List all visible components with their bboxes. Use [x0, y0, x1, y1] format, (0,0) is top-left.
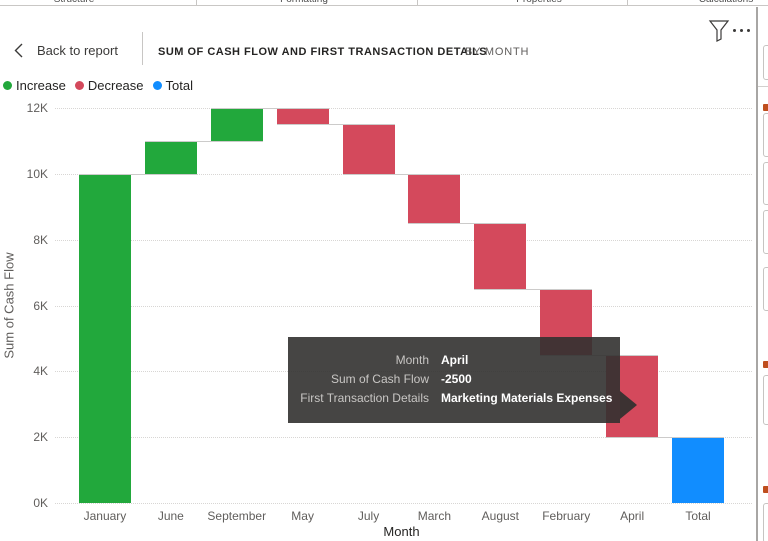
field-icon — [763, 486, 768, 493]
legend-dot-increase — [3, 81, 12, 90]
tooltip-row-value: April — [441, 353, 469, 367]
ribbon-tab-calculations[interactable]: Calculations — [699, 0, 753, 5]
visualizations-pane-sliver — [756, 7, 768, 541]
legend-item-total[interactable]: Total — [152, 78, 193, 93]
gridline-8K — [55, 239, 752, 241]
waterfall-connector — [144, 140, 263, 142]
ribbon-separator — [627, 0, 628, 5]
waterfall-connector — [78, 173, 197, 175]
chart-legend: Increase Decrease Total — [3, 78, 202, 93]
waterfall-connector — [276, 124, 395, 126]
waterfall-bar-september[interactable] — [210, 108, 263, 141]
x-tick-label-total: Total — [685, 509, 711, 523]
ribbon-separator — [196, 0, 197, 5]
toolbar-divider — [142, 32, 143, 65]
waterfall-connector — [606, 437, 725, 439]
field-well-box[interactable] — [763, 503, 768, 541]
legend-label: Total — [165, 78, 193, 93]
back-to-report-label: Back to report — [37, 43, 118, 58]
x-tick-label-april: April — [620, 509, 645, 523]
waterfall-bar-total[interactable] — [672, 437, 725, 503]
waterfall-bar-august[interactable] — [474, 223, 527, 290]
ribbon-strip: Structure Formatting Properties Calculation… — [0, 0, 768, 6]
ribbon-separator — [417, 0, 418, 5]
filter-funnel-icon — [708, 20, 730, 42]
waterfall-bar-january[interactable] — [78, 173, 131, 503]
waterfall-connector — [408, 223, 527, 225]
gridline-12K — [55, 108, 752, 109]
legend-dot-decrease — [74, 81, 84, 90]
field-well-box[interactable] — [763, 162, 768, 205]
y-tick-label: 4K — [33, 364, 48, 379]
more-options-icon — [740, 29, 743, 32]
back-chevron-icon — [14, 43, 23, 58]
x-axis-title: Month — [383, 524, 420, 539]
legend-dot-total — [152, 81, 162, 90]
field-well-box[interactable] — [763, 210, 768, 254]
y-tick-label: 10K — [26, 166, 48, 181]
field-well-box[interactable] — [763, 113, 768, 157]
waterfall-bar-march[interactable] — [408, 173, 461, 224]
waterfall-connector — [342, 173, 461, 175]
x-tick-label-september: September — [207, 509, 267, 523]
field-icon — [763, 361, 768, 368]
y-tick-label: 8K — [33, 232, 48, 247]
visual-title: SUM OF CASH FLOW AND FIRST TRANSACTION D… — [158, 46, 488, 58]
field-well-box[interactable] — [763, 375, 768, 425]
y-tick-label: 12K — [26, 101, 48, 115]
legend-label: Increase — [16, 78, 66, 93]
y-tick-label: 0K — [33, 496, 48, 510]
x-tick-label-july: July — [357, 509, 380, 523]
visual-subtitle: BY MONTH — [465, 46, 530, 58]
tooltip-row-label: First Transaction Details — [300, 391, 429, 405]
waterfall-bar-july[interactable] — [342, 124, 395, 174]
gridline-2K — [55, 437, 752, 439]
waterfall-bar-may[interactable] — [276, 108, 329, 125]
ribbon-tab-formatting[interactable]: Formatting — [280, 0, 328, 5]
field-well-box[interactable] — [763, 45, 768, 80]
x-tick-label-march: March — [417, 509, 452, 523]
legend-item-increase[interactable]: Increase — [3, 78, 66, 93]
ribbon-tab-properties[interactable]: Properties — [516, 0, 562, 5]
tooltip-row-value: Marketing Materials Expenses — [441, 391, 613, 405]
y-tick-label: 6K — [33, 298, 48, 313]
back-to-report-button[interactable]: Back to report — [14, 43, 118, 58]
filter-button[interactable] — [708, 19, 730, 43]
tooltip-row-label: Month — [395, 353, 429, 367]
x-tick-label-february: February — [542, 509, 591, 523]
waterfall-bar-june[interactable] — [144, 140, 197, 174]
gridline-6K — [55, 305, 752, 307]
tooltip-pointer-arrow — [620, 391, 637, 419]
tooltip-row-value: -2500 — [441, 372, 472, 386]
field-well-box[interactable] — [763, 267, 768, 311]
tooltip: Month April Sum of Cash Flow -2500 First Tra… — [288, 337, 637, 423]
x-tick-label-may: May — [291, 509, 314, 523]
more-options-icon — [733, 29, 736, 32]
pane-divider — [758, 86, 768, 87]
field-icon — [763, 104, 768, 111]
legend-label: Decrease — [87, 78, 144, 93]
gridline-0K — [55, 503, 752, 504]
x-tick-label-june: June — [157, 509, 184, 523]
y-tick-label: 2K — [33, 430, 48, 445]
more-options-button[interactable] — [733, 29, 750, 32]
waterfall-connector — [474, 289, 593, 291]
waterfall-connector — [210, 108, 329, 109]
x-tick-label-january: January — [83, 509, 127, 523]
x-tick-label-august: August — [481, 509, 520, 523]
more-options-icon — [747, 29, 750, 32]
tooltip-row-label: Sum of Cash Flow — [330, 372, 429, 386]
legend-item-decrease[interactable]: Decrease — [74, 78, 144, 93]
ribbon-tab-structure[interactable]: Structure — [54, 0, 95, 5]
focus-mode-toolbar: Back to report SUM OF CASH FLOW AND FIRS… — [0, 7, 756, 67]
